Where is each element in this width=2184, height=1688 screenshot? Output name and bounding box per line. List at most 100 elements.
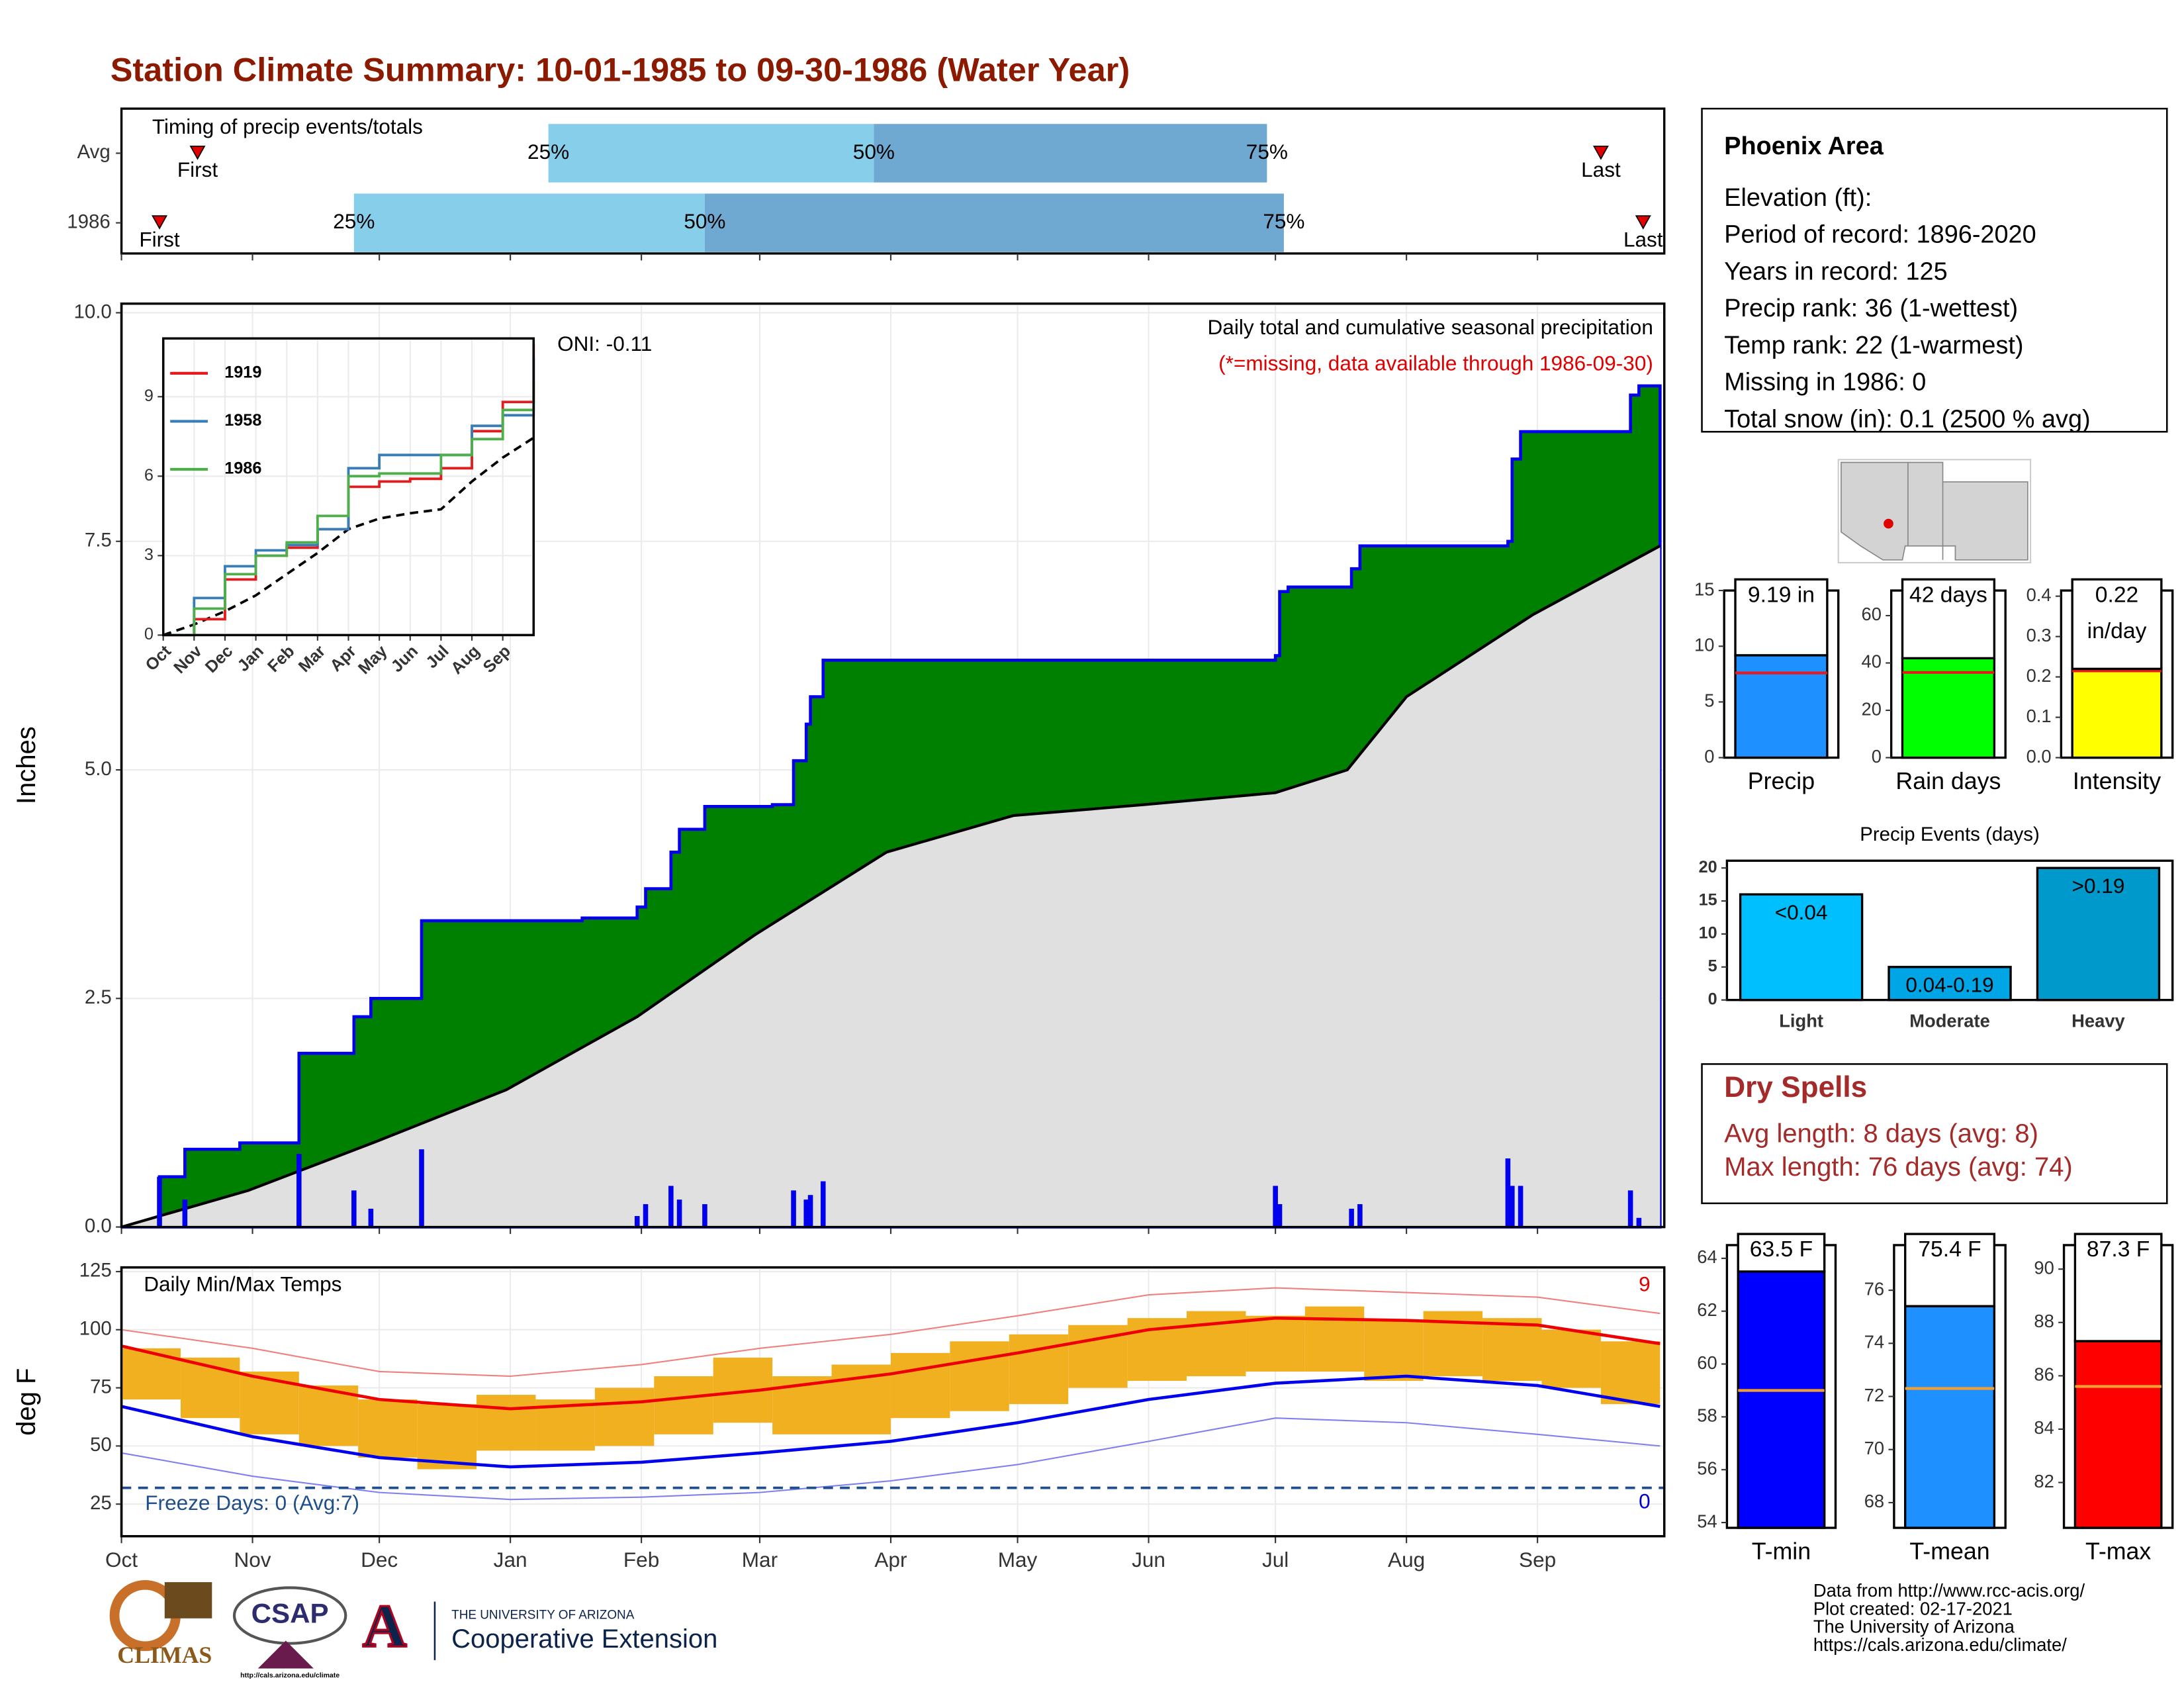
temp-range-bar (890, 1352, 950, 1419)
x-tick-label: Nov (234, 1548, 271, 1571)
footer: Data from http://www.rcc-acis.org/Plot c… (1813, 1580, 2085, 1655)
chart-title: Precip Events (days) (1860, 823, 2040, 845)
temp-range-bar (654, 1376, 713, 1434)
y-tick-label: 68 (1864, 1491, 1884, 1511)
y-tick-label: 5 (1704, 690, 1714, 711)
plot-frame (161, 337, 535, 637)
y-axis-label: deg F (12, 1368, 41, 1436)
station-line: Elevation (ft): (1724, 184, 1872, 212)
daily-bar (803, 1199, 809, 1227)
temps-title: Daily Min/Max Temps (144, 1272, 341, 1295)
y-tick-label: 9 (144, 387, 154, 405)
timing-marker-label: Last (1581, 158, 1621, 181)
y-tick-label: 64 (1697, 1246, 1717, 1267)
y-tick-label: 58 (1697, 1405, 1717, 1426)
station-lines: Elevation (ft): Period of record: 1896-20… (1724, 184, 2090, 434)
x-tick-label: Jun (1132, 1548, 1165, 1571)
timing-bar (704, 193, 1284, 252)
x-tick-label: T-min (1752, 1538, 1811, 1564)
x-tick-label: Oct (105, 1548, 138, 1571)
percentile-label: 25% (527, 140, 569, 164)
y-tick-label: 0.2 (2026, 665, 2052, 686)
y-tick-label: 60 (1862, 604, 1882, 624)
y-tick-label: 7.5 (85, 530, 112, 551)
timing-marker-label: Last (1623, 227, 1663, 251)
normal-min-line (121, 1374, 1661, 1469)
daily-bar (1273, 1186, 1278, 1227)
daily-bar (1510, 1186, 1515, 1227)
x-tick-label: Apr (874, 1548, 907, 1571)
timing-marker (152, 215, 167, 230)
y-tick-label: 10 (1699, 924, 1717, 943)
x-tick-label: Mar (742, 1548, 778, 1571)
x-tick-label: Sep (1519, 1548, 1556, 1571)
y-tick-label: 70 (1864, 1438, 1884, 1458)
bar (2036, 867, 2161, 1002)
temp-range-bar (1246, 1315, 1305, 1372)
temp-range-bar (1304, 1306, 1365, 1372)
x-tick-label: Jan (494, 1548, 527, 1571)
value-label: 63.5 F (1750, 1237, 1813, 1262)
legend-label: 1958 (224, 411, 261, 430)
chart-title: Daily total and cumulative seasonal prec… (1208, 315, 1653, 339)
daily-bar (1357, 1204, 1363, 1227)
y-tick-label: 75 (90, 1376, 112, 1397)
value-label-line: in/day (2087, 619, 2147, 643)
y-tick-label: 88 (2034, 1311, 2054, 1331)
temp-range-bar (1364, 1320, 1424, 1382)
value-label: <0.04 (1775, 900, 1828, 924)
value-label: 0.04-0.19 (1905, 973, 1993, 997)
timing-marker-label: First (177, 158, 218, 181)
timing-title: Timing of precip events/totals (152, 115, 423, 138)
x-tick-label: Rain days (1895, 768, 2001, 794)
percentile-label: 50% (853, 140, 895, 164)
y-tick-label: 82 (2034, 1471, 2054, 1491)
y-tick-label: 10 (1694, 634, 1714, 655)
y-tick-label: 25 (90, 1492, 112, 1514)
x-tick-label: Precip (1748, 768, 1815, 794)
percentile-label: 50% (684, 209, 725, 233)
daily-bar (1505, 1158, 1511, 1227)
station-line: Temp rank: 22 (1-warmest) (1724, 332, 2023, 359)
temp-range-bar (477, 1395, 536, 1451)
x-tick-label: Intensity (2073, 768, 2161, 794)
y-tick-label: 76 (1864, 1278, 1884, 1299)
value-label: 87.3 F (2087, 1237, 2150, 1262)
temp-range-bar (121, 1348, 181, 1400)
y-tick-label: 15 (1694, 579, 1714, 599)
temp-range-bar (950, 1341, 1009, 1411)
bar (2071, 667, 2163, 759)
station-box (1701, 107, 2168, 433)
daily-bar (419, 1149, 424, 1227)
dry-spells-lines: Avg length: 8 days (avg: 8) Max length: 7… (1724, 1119, 2073, 1181)
record-max-line (121, 1287, 1661, 1378)
count-annotation: 0 (1639, 1489, 1651, 1513)
normal-area (121, 545, 1661, 1227)
station-line: Total snow (in): 0.1 (2500 % avg) (1724, 405, 2090, 433)
chart-subtitle: (*=missing, data available through 1986-… (1218, 352, 1653, 375)
x-tick-label: Aug (1388, 1548, 1425, 1571)
daily-bar (368, 1208, 374, 1227)
legend-label: 1919 (224, 363, 261, 382)
x-tick-label: Light (1779, 1011, 1823, 1031)
daily-bar (676, 1199, 682, 1227)
value-label: 75.4 F (1918, 1237, 1981, 1262)
timing-marker (1635, 215, 1651, 230)
bar (1888, 966, 2012, 1002)
csap-cloud (232, 1586, 347, 1645)
temp-range-bar (358, 1399, 418, 1458)
station-line: Years in record: 125 (1724, 258, 1947, 285)
page-title: Station Climate Summary: 10-01-1985 to 0… (111, 51, 1130, 89)
legend-label: 1986 (224, 459, 261, 478)
y-tick-label: 72 (1864, 1385, 1884, 1405)
bar (1734, 654, 1829, 759)
timing-bar (353, 193, 705, 252)
daily-bar (157, 1176, 162, 1227)
y-tick-label: 0.3 (2026, 625, 2052, 645)
station-line: Missing in 1986: 0 (1724, 369, 1926, 397)
percentile-label: 25% (333, 209, 375, 233)
plot-frame (120, 1266, 1666, 1538)
dry-spell-line: Avg length: 8 days (avg: 8) (1724, 1119, 2038, 1148)
value-label: 42 days (1909, 583, 1987, 607)
